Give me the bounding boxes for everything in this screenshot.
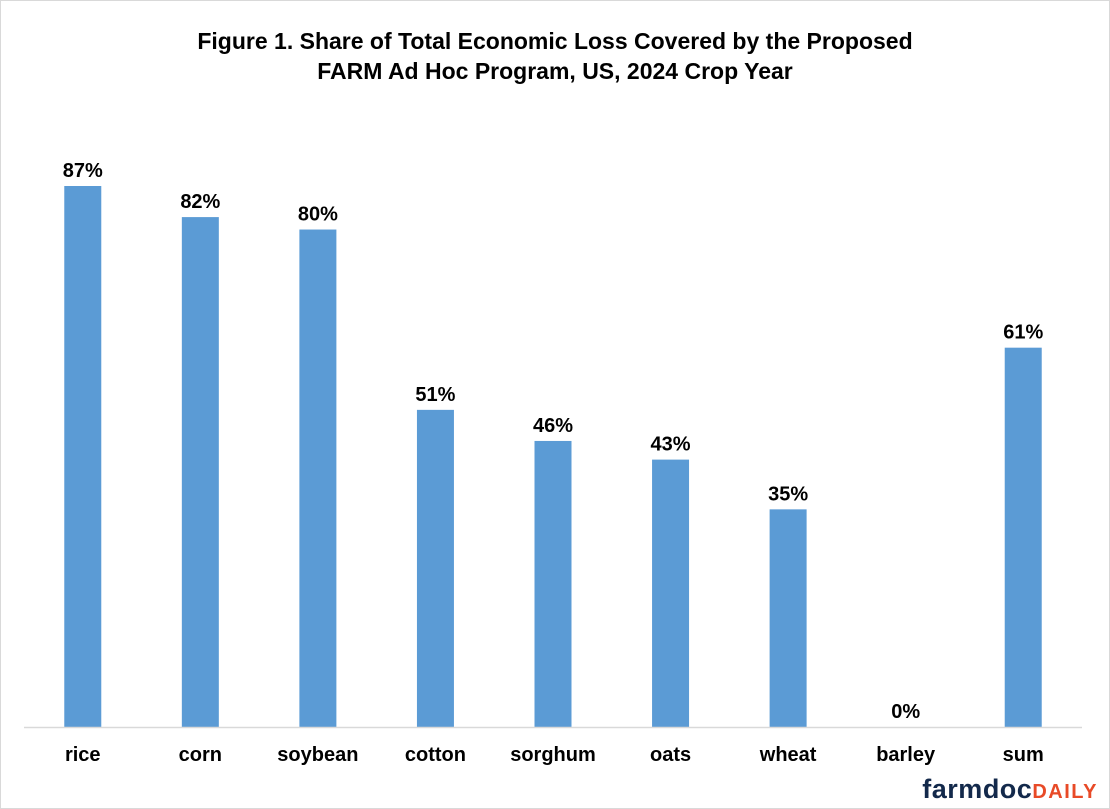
data-label-oats: 43% — [651, 434, 691, 456]
logo-part-farmdoc: farmdoc — [922, 774, 1033, 804]
data-label-rice: 87% — [63, 160, 103, 182]
data-label-barley: 0% — [891, 701, 920, 723]
farmdoc-daily-logo: farmdocDAILY — [922, 774, 1098, 805]
x-tick-label-soybean: soybean — [277, 744, 358, 766]
x-tick-label-corn: corn — [179, 744, 222, 766]
x-tick-label-rice: rice — [65, 744, 101, 766]
x-tick-label-wheat: wheat — [759, 744, 817, 766]
data-label-corn: 82% — [180, 191, 220, 213]
data-label-wheat: 35% — [768, 483, 808, 505]
bar-rice — [64, 186, 102, 727]
data-label-soybean: 80% — [298, 204, 338, 226]
data-label-cotton: 51% — [415, 384, 455, 406]
bar-sorghum — [534, 440, 572, 727]
data-label-sum: 61% — [1003, 322, 1043, 344]
logo-part-daily: DAILY — [1032, 781, 1098, 803]
x-tick-labels: rice corn soybean cotton sorghum oats wheat bar… — [65, 744, 1044, 766]
x-tick-label-barley: barley — [876, 744, 936, 766]
bar-wheat — [769, 509, 807, 727]
bars-layer — [64, 186, 1042, 727]
bar-corn — [181, 217, 219, 727]
bar-sum — [1004, 347, 1042, 727]
chart-title: Figure 1. Share of Total Economic Loss C… — [0, 26, 1110, 86]
bar-cotton — [416, 409, 454, 727]
x-tick-label-sorghum: sorghum — [510, 744, 596, 766]
labels-layer: 87% 82% 80% 51% 46% 43% 35% 0% 61% — [63, 160, 1044, 723]
x-tick-label-sum: sum — [1003, 744, 1044, 766]
chart-title-line-1: Figure 1. Share of Total Economic Loss C… — [197, 28, 913, 54]
data-label-sorghum: 46% — [533, 415, 573, 437]
x-tick-label-cotton: cotton — [405, 744, 466, 766]
bar-soybean — [299, 229, 337, 727]
chart-title-line-2: FARM Ad Hoc Program, US, 2024 Crop Year — [317, 58, 793, 84]
x-tick-label-oats: oats — [650, 744, 691, 766]
bar-oats — [652, 459, 690, 727]
